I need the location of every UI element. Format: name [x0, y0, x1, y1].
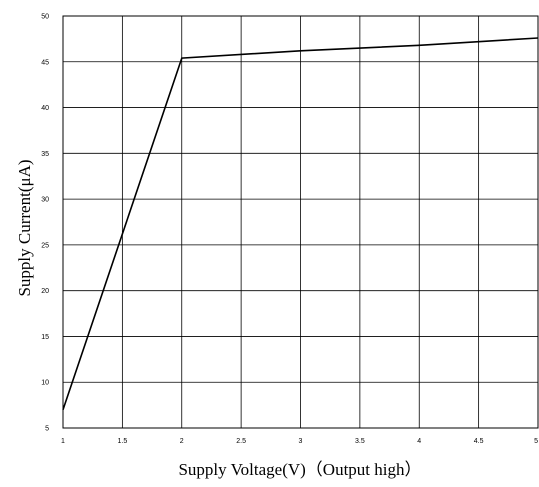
y-tick-label: 45 — [41, 59, 49, 66]
y-tick-label: 5 — [45, 426, 49, 433]
y-tick-label: 10 — [41, 380, 49, 387]
x-tick-labels: 1 1.5 2 2.5 3 3.5 4 4.5 5 — [61, 438, 538, 445]
x-tick-label: 4 — [417, 438, 421, 445]
x-tick-label: 4.5 — [474, 438, 484, 445]
x-axis-label: Supply Voltage(V)（Output high） — [178, 460, 421, 479]
x-tick-label: 5 — [534, 438, 538, 445]
y-tick-label: 35 — [41, 151, 49, 158]
series-layer — [62, 37, 539, 410]
grid-lines — [62, 15, 539, 429]
series-line — [62, 37, 539, 410]
x-tick-label: 3.5 — [355, 438, 365, 445]
y-tick-label: 25 — [41, 242, 49, 249]
x-tick-label: 2.5 — [236, 438, 246, 445]
y-tick-label: 20 — [41, 288, 49, 295]
x-tick-label: 2 — [180, 438, 184, 445]
x-tick-label: 1.5 — [118, 438, 128, 445]
x-tick-label: 3 — [299, 438, 303, 445]
y-tick-label: 15 — [41, 334, 49, 341]
y-tick-labels: 5 10 15 20 25 30 35 40 45 50 — [41, 14, 49, 433]
y-tick-label: 50 — [41, 14, 49, 21]
y-tick-label: 30 — [41, 197, 49, 204]
y-tick-label: 40 — [41, 105, 49, 112]
plot-area-frame — [62, 15, 539, 429]
y-axis-label: Supply Current(μA) — [15, 159, 34, 296]
x-tick-label: 1 — [61, 438, 65, 445]
